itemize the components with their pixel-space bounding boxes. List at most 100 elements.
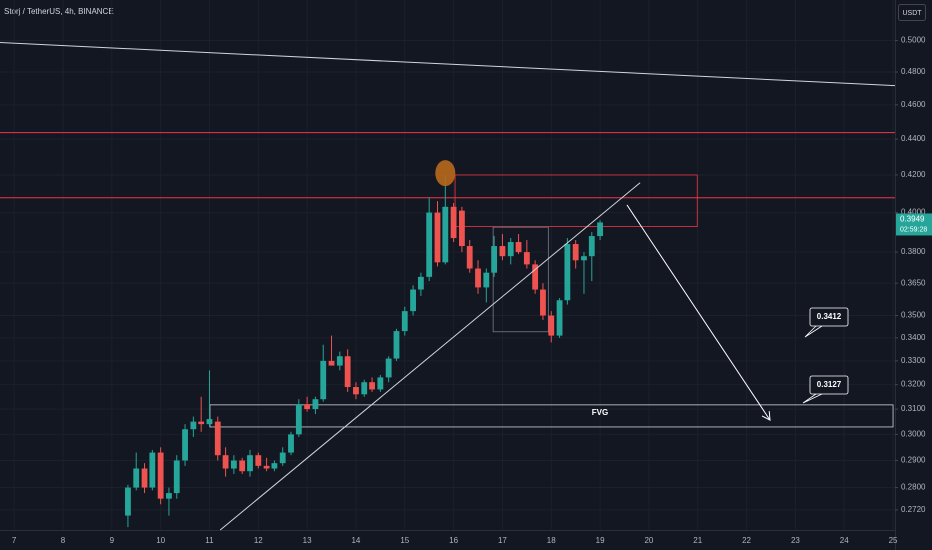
y-tick-label: 0.3400 (901, 333, 926, 342)
candle-body (410, 289, 416, 312)
candle-body (369, 382, 375, 390)
x-tick-label: 8 (61, 536, 66, 545)
x-tick-label: 17 (498, 536, 507, 545)
candle-body (564, 244, 571, 301)
candle-body (173, 460, 180, 494)
candle-body (304, 404, 311, 410)
y-tick-label: 0.2900 (901, 456, 926, 465)
y-tick-label: 0.4800 (901, 67, 926, 76)
x-tick-label: 11 (205, 536, 214, 545)
x-tick-label: 24 (840, 536, 849, 545)
candle-body (222, 455, 229, 469)
candle-body (263, 465, 270, 469)
y-tick-label: 0.3650 (901, 278, 926, 287)
y-tick-label: 0.3100 (901, 404, 926, 413)
y-tick-label: 0.3800 (901, 247, 926, 256)
candle-body (295, 404, 302, 435)
zone-box (492, 226, 549, 333)
candle-body (532, 264, 539, 290)
callout-box (809, 307, 849, 327)
candle-body (361, 382, 368, 395)
candle-body (475, 268, 481, 288)
candle-body (157, 452, 164, 499)
candle-body (320, 360, 327, 400)
last-price-tag (896, 213, 932, 236)
candle-body (279, 452, 286, 464)
candle-body (353, 387, 359, 395)
zone-box (454, 174, 698, 227)
x-tick-label: 18 (547, 536, 556, 545)
trend-line (219, 182, 641, 531)
candle-body (393, 331, 400, 359)
candle-body (588, 236, 595, 257)
candle-body (206, 419, 213, 425)
y-tick-label: 0.3500 (901, 311, 926, 320)
candle-body (166, 493, 172, 499)
candle-body (344, 356, 351, 388)
candle-body (149, 452, 156, 488)
x-tick-label: 7 (12, 536, 17, 545)
chart-title: Storj / TetherUS, 4h, BINANCE (4, 7, 114, 16)
x-tick-label: 20 (644, 536, 653, 545)
candle-body (597, 222, 603, 237)
candle-body (581, 256, 587, 261)
candle-body (450, 206, 457, 239)
candle-body (556, 300, 563, 336)
arrow-head (761, 411, 771, 421)
currency-button[interactable] (898, 4, 926, 21)
x-tick-label: 16 (449, 536, 458, 545)
x-tick-label: 25 (889, 536, 898, 545)
zone-label: FVG (592, 408, 608, 417)
candle-body (271, 463, 278, 469)
y-tick-label: 0.3300 (901, 356, 926, 365)
candle-body (417, 276, 424, 290)
candle-body (336, 356, 343, 366)
x-tick-label: 12 (254, 536, 263, 545)
callout-box (809, 375, 849, 395)
candle-body (491, 246, 498, 273)
candle-body (507, 242, 514, 257)
candle-body (540, 289, 546, 316)
candle-body (515, 242, 522, 253)
candle-body (141, 468, 148, 488)
candle-body (548, 315, 555, 336)
candle-body (133, 468, 140, 488)
candle-body (385, 358, 392, 378)
y-tick-label: 0.2800 (901, 483, 926, 492)
y-tick-label: 0.3200 (901, 380, 926, 389)
x-tick-label: 19 (596, 536, 605, 545)
arrow-line (626, 204, 771, 421)
candle-body (499, 246, 506, 257)
candle-body (572, 244, 579, 261)
candle-body (288, 434, 294, 453)
candle-body (426, 212, 433, 277)
candle-body (247, 455, 253, 472)
x-tick-label: 23 (791, 536, 800, 545)
candle-body (466, 246, 473, 269)
candle-body (182, 429, 188, 461)
candle-body (230, 460, 237, 469)
y-tick-label: 0.4000 (901, 208, 926, 217)
candle-body (255, 455, 262, 466)
callout-tail (802, 393, 823, 404)
candle-body (190, 421, 197, 430)
swing-marker (435, 160, 456, 187)
y-tick-label: 0.3000 (901, 429, 926, 438)
candle-body (401, 311, 408, 332)
currency-label[interactable]: USDT (902, 10, 922, 17)
candle-body (377, 377, 384, 390)
x-tick-label: 9 (110, 536, 115, 545)
y-tick-label: 0.2720 (901, 505, 926, 514)
callout-label: 0.3412 (817, 312, 842, 321)
last-price-label: 0.3949 (900, 215, 925, 224)
y-tick-label: 0.4200 (901, 170, 926, 179)
candle-body (239, 460, 246, 472)
callout-tail (804, 325, 823, 338)
candle-body (312, 399, 319, 410)
candle-body (434, 212, 441, 263)
y-tick-label: 0.4400 (901, 134, 926, 143)
trend-line (0, 42, 896, 87)
y-tick-label: 0.5000 (901, 36, 926, 45)
